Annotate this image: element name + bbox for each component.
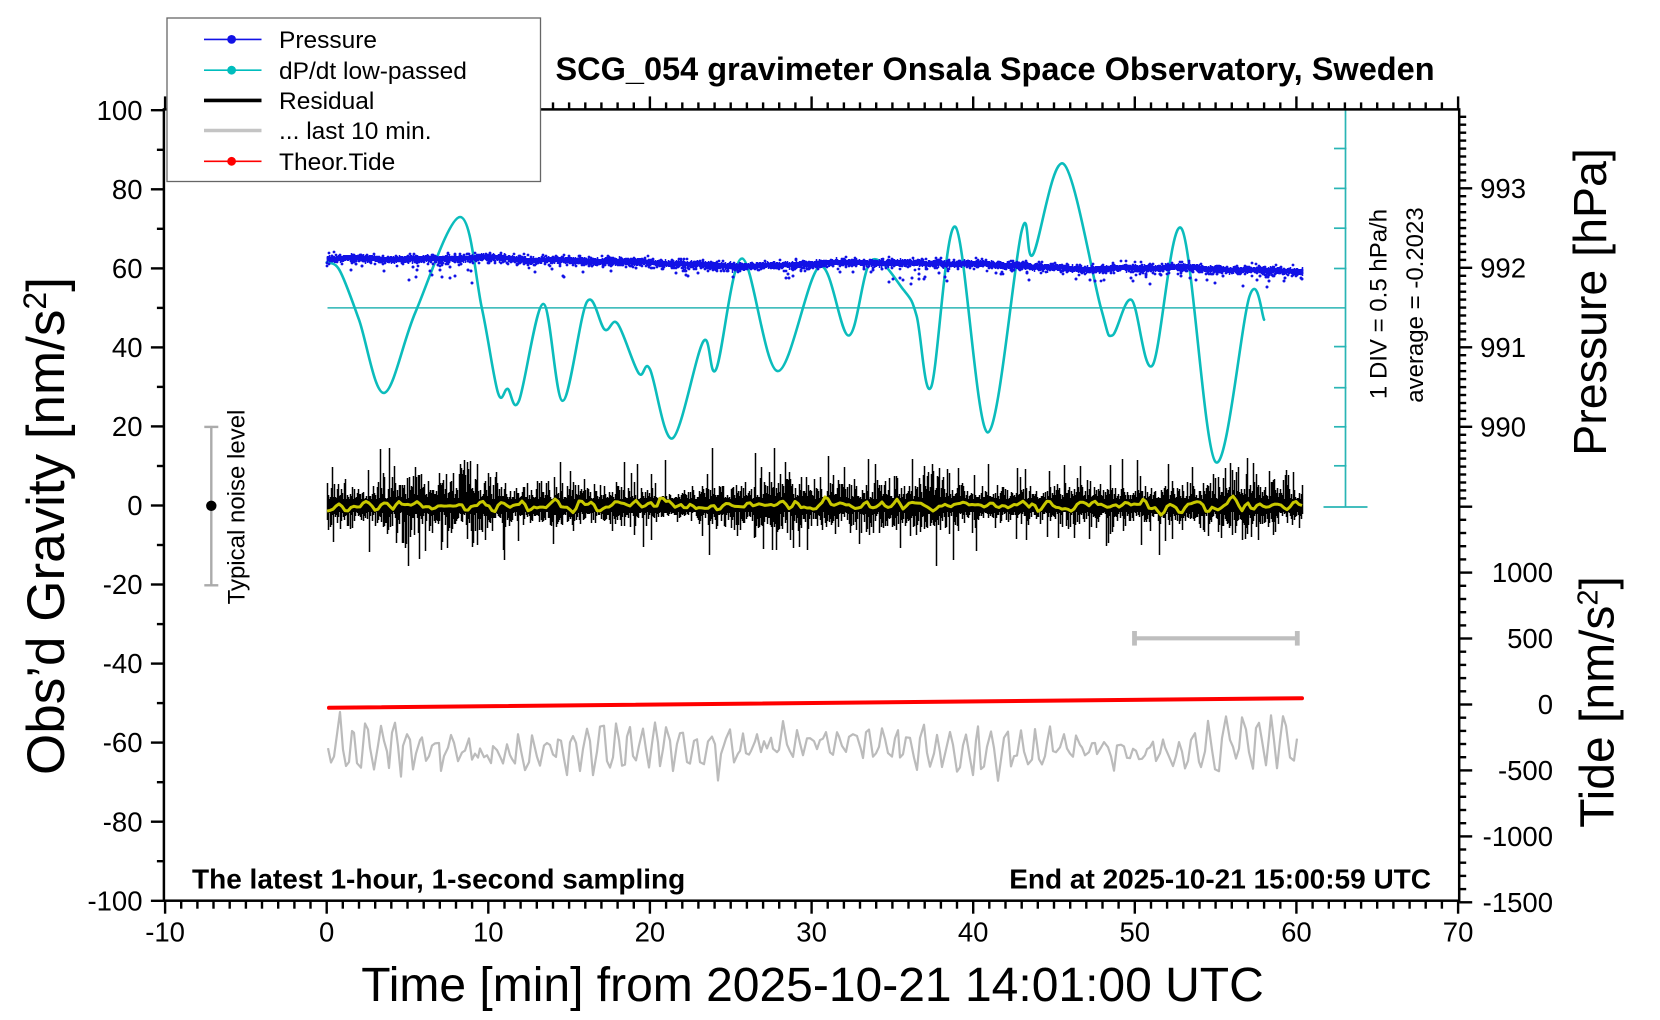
svg-text:Tide [nm/s2]: Tide [nm/s2] [1572,576,1625,828]
svg-text:70: 70 [1443,917,1474,948]
svg-text:500: 500 [1507,623,1553,654]
svg-text:0: 0 [127,490,142,521]
svg-text:Time [min] from 2025-10-21 14:: Time [min] from 2025-10-21 14:01:00 UTC [361,959,1264,1012]
svg-text:Theor.Tide: Theor.Tide [279,149,395,176]
svg-text:20: 20 [635,917,666,948]
svg-text:80: 80 [112,174,143,205]
svg-text:Obs’d Gravity [nm/s2]: Obs’d Gravity [nm/s2] [17,277,76,775]
svg-text:0: 0 [1538,689,1553,720]
svg-text:60: 60 [112,253,143,284]
svg-text:-1500: -1500 [1483,887,1553,918]
svg-text:1000: 1000 [1492,557,1553,588]
svg-text:100: 100 [97,95,143,126]
svg-text:990: 990 [1480,411,1526,442]
svg-text:The latest 1-hour, 1-second sa: The latest 1-hour, 1-second sampling [192,863,685,894]
svg-text:... last 10 min.: ... last 10 min. [279,118,432,145]
svg-text:-1000: -1000 [1483,821,1553,852]
svg-text:992: 992 [1480,252,1526,283]
svg-text:-500: -500 [1498,755,1553,786]
svg-text:Residual: Residual [279,88,374,115]
svg-text:993: 993 [1480,173,1526,204]
svg-text:Typical noise level: Typical noise level [224,410,251,605]
svg-text:Pressure [hPa]: Pressure [hPa] [1564,148,1616,456]
svg-text:40: 40 [958,917,989,948]
svg-text:-80: -80 [103,806,143,837]
svg-text:Pressure: Pressure [279,27,377,54]
svg-text:991: 991 [1480,332,1526,363]
svg-text:average = -0.2023: average = -0.2023 [1402,207,1429,402]
svg-text:60: 60 [1281,917,1312,948]
svg-text:-60: -60 [103,727,143,758]
svg-text:-100: -100 [87,885,142,916]
svg-text:-40: -40 [103,648,143,679]
svg-text:-20: -20 [103,569,143,600]
svg-text:dP/dt low-passed: dP/dt low-passed [279,58,467,85]
svg-text:50: 50 [1120,917,1151,948]
svg-text:20: 20 [112,411,143,442]
svg-text:SCG_054 gravimeter Onsala Spac: SCG_054 gravimeter Onsala Space Observat… [555,51,1434,87]
svg-text:-10: -10 [145,917,185,948]
svg-text:1 DIV = 0.5 hPa/h: 1 DIV = 0.5 hPa/h [1366,209,1393,399]
svg-text:End at 2025-10-21 15:00:59 UTC: End at 2025-10-21 15:00:59 UTC [1009,863,1431,894]
svg-text:30: 30 [796,917,827,948]
svg-text:0: 0 [319,917,334,948]
svg-text:40: 40 [112,332,143,363]
svg-text:10: 10 [473,917,504,948]
